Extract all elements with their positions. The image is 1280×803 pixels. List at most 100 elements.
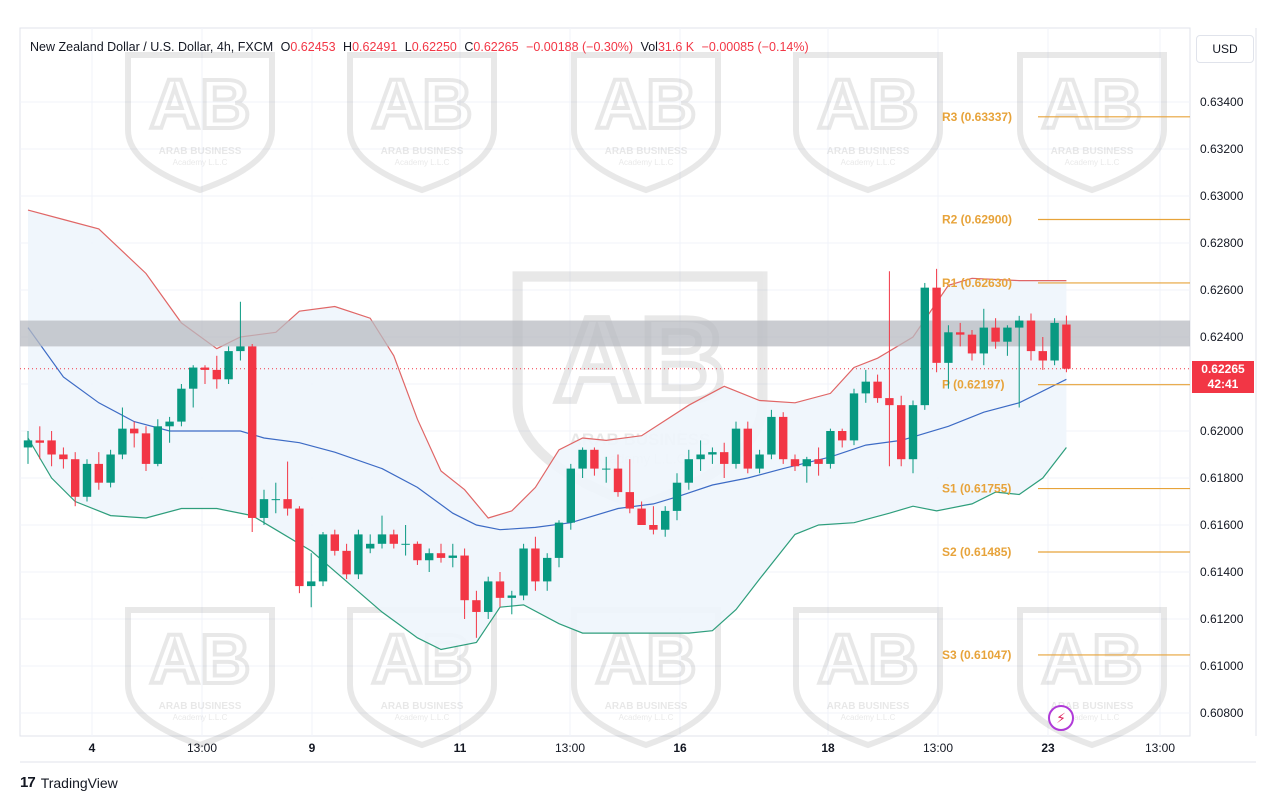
price-tick-label: 0.62600 xyxy=(1200,283,1244,297)
candle-body xyxy=(873,381,882,399)
candle-body xyxy=(484,581,493,612)
watermark-shield-outline xyxy=(793,52,943,194)
candle-body xyxy=(436,553,446,558)
pivot-label: S2 (0.61485) xyxy=(942,545,1011,559)
lower-band-line xyxy=(27,437,1067,651)
price-tick-label: 0.61600 xyxy=(1200,518,1244,532)
lightning-icon[interactable]: ⚡ xyxy=(1048,705,1074,731)
candle-body xyxy=(413,543,422,561)
time-tick-label: 18 xyxy=(821,741,835,755)
candle-body xyxy=(755,454,764,469)
candle-body xyxy=(295,508,304,587)
watermark-line2: Academy L.L.C xyxy=(619,713,674,722)
watermark-letters: AB xyxy=(1041,620,1142,698)
price-tick-label: 0.61400 xyxy=(1200,565,1244,579)
watermark-shield-outline xyxy=(347,607,497,749)
candle-body xyxy=(59,454,68,460)
watermark-letters: AB xyxy=(817,65,918,143)
candle-body xyxy=(330,534,339,551)
candle-body xyxy=(212,369,221,380)
candle-body xyxy=(200,367,210,370)
watermark-line1: ARAB BUSINESS xyxy=(159,701,242,712)
price-tick-label: 0.60800 xyxy=(1200,706,1244,720)
close-label: C xyxy=(464,40,474,54)
candle-body xyxy=(283,499,292,509)
pivot-label: R3 (0.63337) xyxy=(942,110,1012,124)
candle-body xyxy=(967,334,977,354)
candle-body xyxy=(1038,351,1047,361)
time-tick-label: 13:00 xyxy=(923,741,953,755)
currency-button[interactable]: USD xyxy=(1196,35,1254,63)
candle-body xyxy=(590,449,599,469)
price-tick-label: 0.61000 xyxy=(1200,659,1244,673)
watermark-shield-outline xyxy=(347,52,497,194)
change-value: −0.00188 (−0.30%) xyxy=(526,40,634,54)
watermark-letters: AB xyxy=(1041,65,1142,143)
candle-body xyxy=(389,534,398,544)
candle-body xyxy=(366,543,375,549)
candle-body xyxy=(649,525,658,530)
candle-body xyxy=(861,381,870,394)
candle-body xyxy=(531,548,540,582)
candle-body xyxy=(118,428,127,455)
candle-body xyxy=(507,595,516,598)
candle-body xyxy=(248,346,257,518)
legend-header: New Zealand Dollar / U.S. Dollar, 4h, FX… xyxy=(30,40,809,54)
axes: 0.63400 0.63200 0.63000 0.62800 0.62600 0.624… xyxy=(89,95,1244,755)
candle-body xyxy=(130,428,139,434)
price-tick-label: 0.61200 xyxy=(1200,612,1244,626)
candle-body xyxy=(472,600,481,612)
tradingview-brand[interactable]: 17 TradingView xyxy=(20,774,118,791)
candle-body xyxy=(708,452,717,455)
watermark-shield-outline xyxy=(1017,52,1167,194)
candle-body xyxy=(956,332,965,335)
candle-body xyxy=(543,557,552,582)
candle-body xyxy=(602,468,611,470)
watermark-line2: Academy L.L.C xyxy=(841,713,896,722)
watermark-line2: Academy L.L.C xyxy=(395,158,450,167)
watermark-line1: ARAB BUSINESS xyxy=(381,146,464,157)
time-tick-label: 11 xyxy=(454,741,467,755)
time-tick-label: 13:00 xyxy=(1145,741,1175,755)
candle-body xyxy=(625,492,634,509)
volume-label: Vol xyxy=(640,40,658,54)
candle-body xyxy=(519,548,528,596)
candle-body xyxy=(802,459,811,467)
symbol-title[interactable]: New Zealand Dollar / U.S. Dollar, 4h, FX… xyxy=(30,40,274,54)
candle-body xyxy=(720,452,729,464)
candle-body xyxy=(566,468,575,523)
candle-body xyxy=(354,534,363,575)
tradingview-logo-icon: 17 xyxy=(20,774,36,791)
candle-body xyxy=(47,440,56,455)
watermark-line2: Academy L.L.C xyxy=(395,713,450,722)
watermark-line1: ARAB BUSINESS xyxy=(827,701,910,712)
price-tick-label: 0.63000 xyxy=(1200,189,1244,203)
candle-body xyxy=(224,351,233,380)
pivot-label: R2 (0.62900) xyxy=(942,213,1012,227)
candle-body xyxy=(767,416,776,455)
time-tick-label: 9 xyxy=(309,741,316,755)
watermark-line1: ARAB BUSINESS xyxy=(381,701,464,712)
candle-body xyxy=(35,440,44,443)
volume-change-value: −0.00085 (−0.14%) xyxy=(701,40,809,54)
watermark-line2: Academy L.L.C xyxy=(619,158,674,167)
candle-body xyxy=(1062,324,1071,369)
price-tick-label: 0.62800 xyxy=(1200,236,1244,250)
time-tick-label: 16 xyxy=(673,741,687,755)
candle-body xyxy=(236,346,245,352)
candle-body xyxy=(661,510,670,530)
candle-body xyxy=(1026,320,1036,352)
candle-body xyxy=(94,463,103,483)
time-tick-label: 23 xyxy=(1041,741,1055,755)
watermark-shield-outline xyxy=(125,52,275,194)
candle-body xyxy=(944,332,953,363)
watermark-shield-outline xyxy=(1017,607,1167,749)
candle-body xyxy=(71,459,80,497)
watermark-shield-outline xyxy=(571,607,721,749)
candle-body xyxy=(684,459,693,483)
